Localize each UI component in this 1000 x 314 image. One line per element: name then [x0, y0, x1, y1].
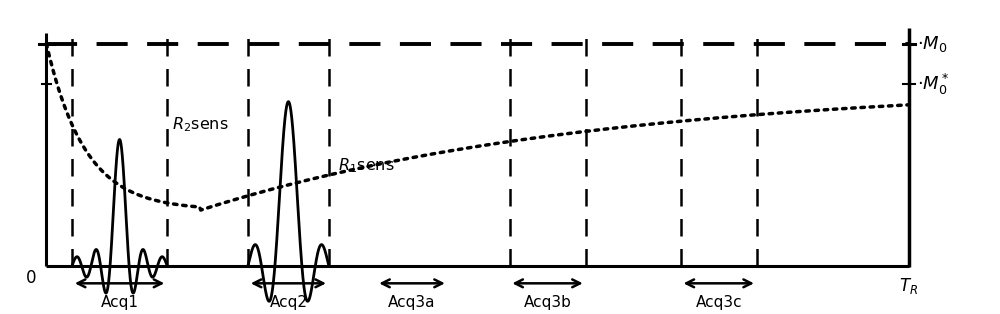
Text: Acq1: Acq1 [101, 295, 139, 310]
Text: Acq3b: Acq3b [524, 295, 571, 310]
Text: $\cdot M_0^*$: $\cdot M_0^*$ [917, 71, 949, 96]
Text: Acq3a: Acq3a [388, 295, 436, 310]
Text: $R_1$sens: $R_1$sens [338, 156, 395, 175]
Text: 0: 0 [26, 269, 37, 287]
Text: $R_2$sens: $R_2$sens [172, 116, 228, 134]
Text: Acq3c: Acq3c [695, 295, 742, 310]
Text: $\cdot M_0$: $\cdot M_0$ [917, 34, 947, 54]
Text: Acq2: Acq2 [269, 295, 307, 310]
Text: $T_R$: $T_R$ [899, 276, 919, 296]
